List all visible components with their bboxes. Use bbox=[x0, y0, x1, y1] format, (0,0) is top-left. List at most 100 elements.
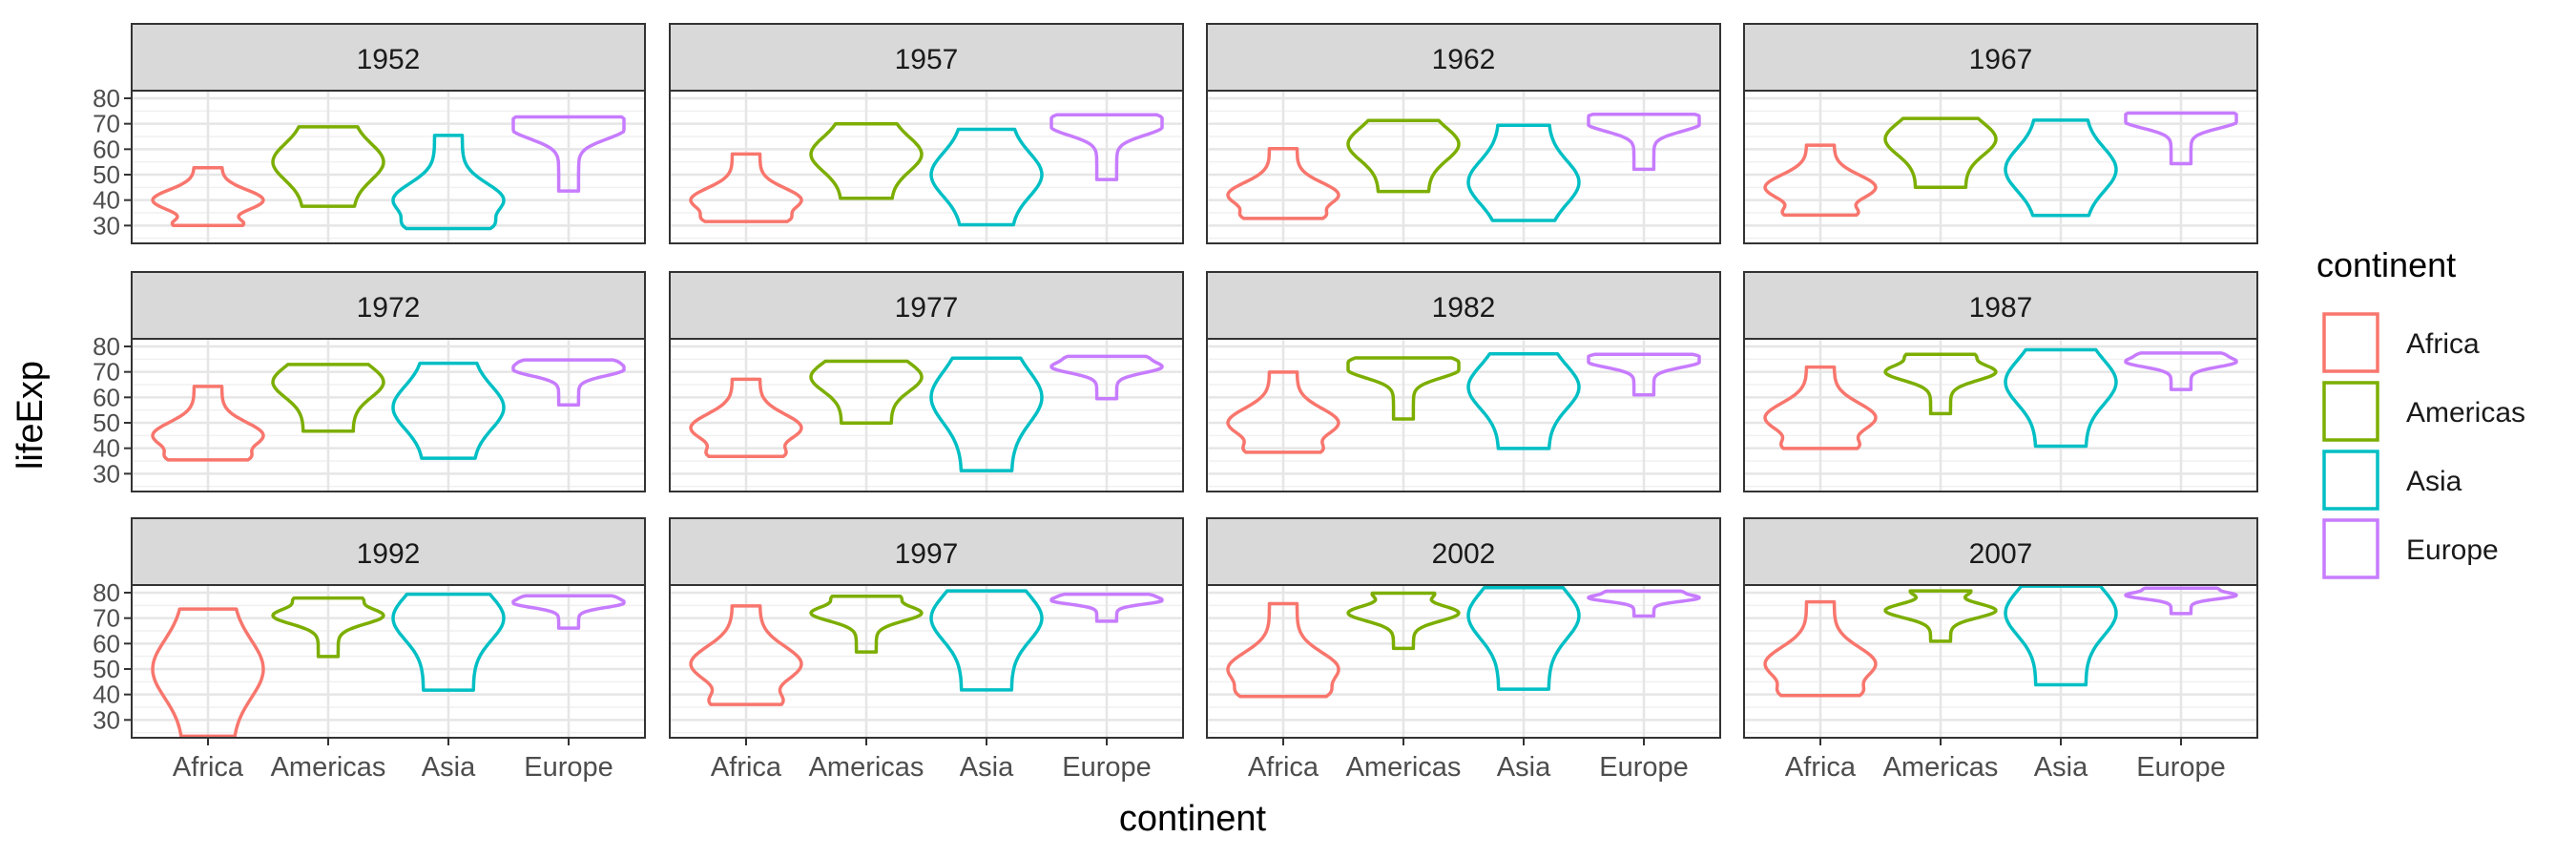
violin-africa bbox=[689, 604, 803, 706]
legend-label: Africa bbox=[2406, 328, 2480, 360]
facet-strip-label: 1997 bbox=[895, 538, 959, 570]
violin-asia bbox=[1466, 585, 1581, 691]
legend-key bbox=[2322, 381, 2379, 442]
x-tick-label: Africa bbox=[711, 752, 782, 783]
panel-background bbox=[670, 585, 1183, 738]
legend-key bbox=[2322, 312, 2379, 373]
panel-background bbox=[132, 339, 645, 492]
x-tick-label: Americas bbox=[271, 752, 386, 783]
panel-background bbox=[1207, 339, 1720, 492]
panel-border bbox=[669, 90, 1184, 244]
facet-strip bbox=[131, 271, 646, 340]
panel-border bbox=[1743, 90, 2258, 244]
facet-strip-label: 1987 bbox=[1969, 292, 2033, 324]
x-tick-label: Asia bbox=[2034, 752, 2088, 783]
facet-strip-label: 1972 bbox=[357, 292, 421, 324]
y-tick-label: 60 bbox=[93, 629, 120, 658]
violin-americas bbox=[1346, 591, 1461, 651]
y-tick-label: 40 bbox=[93, 186, 120, 215]
violin-asia bbox=[2004, 347, 2118, 449]
y-tick-label: 80 bbox=[93, 578, 120, 607]
violin-africa bbox=[151, 607, 265, 739]
panel-border bbox=[669, 584, 1184, 739]
violin-asia bbox=[391, 134, 506, 231]
legend-key bbox=[2322, 518, 2379, 579]
violin-asia bbox=[929, 589, 1044, 692]
violin-africa bbox=[689, 152, 803, 223]
y-tick-label: 40 bbox=[93, 680, 120, 709]
violin-americas bbox=[271, 125, 385, 208]
panel-border bbox=[669, 338, 1184, 492]
facet-1997: 1997 Africa Americas Asia Europe bbox=[669, 517, 1184, 783]
facet-strip bbox=[1206, 517, 1721, 586]
facet-strip-label: 1977 bbox=[895, 292, 959, 324]
x-tick-label: Asia bbox=[422, 752, 476, 783]
y-tick-label: 50 bbox=[93, 408, 120, 437]
facet-strip-label: 2002 bbox=[1432, 538, 1496, 570]
facet-strip-label: 1952 bbox=[357, 44, 421, 75]
violin-asia bbox=[2004, 118, 2118, 218]
y-tick-label: 30 bbox=[93, 211, 120, 240]
panel-background bbox=[670, 339, 1183, 492]
y-tick-label: 60 bbox=[93, 135, 120, 163]
panel-border bbox=[131, 90, 646, 244]
legend-item-asia: Asia bbox=[2316, 446, 2462, 514]
violin-americas bbox=[809, 359, 924, 426]
x-tick-label: Europe bbox=[1599, 752, 1689, 783]
violin-africa bbox=[1763, 143, 1878, 218]
violin-africa bbox=[1226, 601, 1340, 699]
legend-key-background bbox=[2316, 377, 2385, 446]
violin-africa bbox=[1763, 365, 1878, 450]
facet-strip bbox=[669, 517, 1184, 586]
violin-europe bbox=[511, 594, 626, 630]
legend-item-americas: Americas bbox=[2316, 377, 2525, 446]
facet-strip bbox=[1206, 23, 1721, 92]
legend: continent Africa Americas Asia Europe bbox=[2316, 245, 2525, 583]
violin-americas bbox=[271, 596, 385, 659]
x-tick-label: Africa bbox=[1248, 752, 1319, 783]
panel-border bbox=[1206, 90, 1721, 244]
legend-title: continent bbox=[2316, 245, 2456, 284]
legend-item-africa: Africa bbox=[2316, 308, 2480, 377]
facet-1957: 1957 bbox=[669, 23, 1184, 244]
violin-asia bbox=[391, 592, 506, 692]
x-tick-label: Africa bbox=[173, 752, 244, 783]
x-tick-label: Americas bbox=[809, 752, 924, 783]
legend-key-background bbox=[2316, 446, 2385, 514]
x-tick-label: Europe bbox=[524, 752, 613, 783]
y-tick-label: 50 bbox=[93, 655, 120, 683]
facet-strip-label: 1957 bbox=[895, 44, 959, 75]
facet-strip bbox=[1206, 271, 1721, 340]
y-tick-label: 70 bbox=[93, 110, 120, 138]
violin-europe bbox=[511, 358, 626, 408]
facet-1962: 1962 bbox=[1206, 23, 1721, 244]
facet-strip-label: 1992 bbox=[357, 538, 421, 570]
panel-border bbox=[1206, 338, 1721, 492]
panel-background bbox=[1744, 91, 2257, 243]
y-axis-label: lifeExp bbox=[10, 361, 51, 470]
violin-africa bbox=[151, 385, 265, 462]
violin-asia bbox=[929, 127, 1044, 227]
legend-key bbox=[2322, 450, 2379, 511]
x-tick-label: Americas bbox=[1346, 752, 1462, 783]
panel-background bbox=[1744, 339, 2257, 492]
x-tick-label: Asia bbox=[960, 752, 1014, 783]
facet-strip bbox=[131, 517, 646, 586]
violin-americas bbox=[1346, 118, 1461, 194]
facet-1982: 1982 bbox=[1206, 271, 1721, 492]
violin-asia bbox=[391, 361, 506, 460]
violin-europe bbox=[511, 115, 626, 193]
y-tick-label: 30 bbox=[93, 705, 120, 734]
legend-label: Asia bbox=[2406, 466, 2462, 497]
violin-europe bbox=[2124, 586, 2238, 616]
panel-border bbox=[1743, 584, 2258, 739]
facet-1977: 1977 bbox=[669, 271, 1184, 492]
violin-africa bbox=[689, 377, 803, 458]
facet-strip-label: 2007 bbox=[1969, 538, 2033, 570]
legend-key-background bbox=[2316, 514, 2385, 583]
violin-asia bbox=[1466, 123, 1581, 222]
x-tick-label: Asia bbox=[1497, 752, 1551, 783]
